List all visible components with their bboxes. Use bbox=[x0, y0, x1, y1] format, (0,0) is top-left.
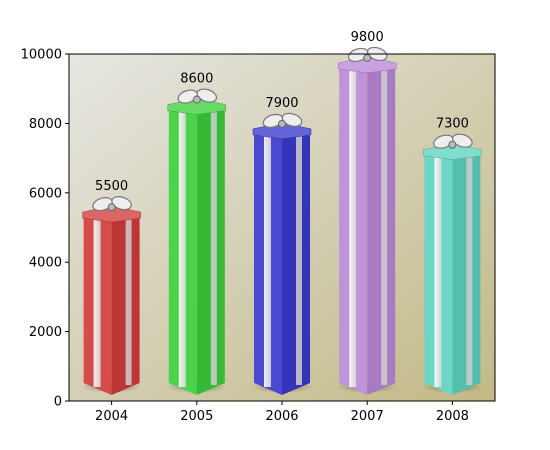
bow-loop-right bbox=[111, 196, 132, 211]
bow-loop-right bbox=[196, 88, 218, 103]
x-tick-label: 2007 bbox=[351, 409, 384, 424]
bow-knot bbox=[278, 119, 286, 128]
bar-value-label: 5500 bbox=[95, 179, 128, 194]
x-tick-label: 2006 bbox=[265, 409, 298, 424]
y-tick-label: 10000 bbox=[21, 48, 62, 63]
bar-value-label: 8600 bbox=[180, 72, 213, 87]
bar-ribbon-left bbox=[264, 133, 271, 387]
x-tick-label: 2005 bbox=[180, 409, 213, 424]
y-tick-label: 8000 bbox=[29, 117, 62, 132]
x-tick-label: 2008 bbox=[436, 409, 469, 424]
x-axis: 2004 2005 2006 2007 2008 bbox=[95, 401, 469, 424]
bar-value-label: 7900 bbox=[265, 96, 298, 111]
bar-value-label: 7300 bbox=[436, 117, 469, 132]
bow-knot bbox=[448, 140, 457, 149]
bow-knot bbox=[107, 203, 116, 212]
bar-ribbon-left bbox=[349, 67, 357, 387]
bow-loop-right bbox=[452, 133, 473, 148]
gift-bar-2008: 7300 bbox=[421, 117, 484, 395]
bow-loop-right bbox=[281, 112, 303, 127]
y-tick-label: 0 bbox=[54, 395, 62, 410]
bar-ribbon-right bbox=[125, 217, 132, 385]
bar-ribbon-right bbox=[210, 109, 217, 385]
gift-bar-2004: 5500 bbox=[80, 179, 143, 395]
gift-bar-2006: 7900 bbox=[251, 96, 313, 395]
x-tick-label: 2004 bbox=[95, 409, 128, 424]
bar-ribbon-left bbox=[434, 154, 442, 387]
y-tick-label: 2000 bbox=[29, 325, 62, 340]
y-tick-label: 4000 bbox=[29, 256, 62, 271]
gift-bar-2007: 9800 bbox=[336, 30, 399, 395]
bar-ribbon-left bbox=[93, 217, 101, 387]
bow-knot bbox=[192, 95, 201, 104]
bar-value-label: 9800 bbox=[351, 30, 384, 45]
y-axis: 0 2000 4000 6000 8000 10000 bbox=[21, 48, 69, 410]
bars-group: 5500 8600 7900 9800 7300 bbox=[80, 30, 484, 395]
bow-knot bbox=[363, 53, 372, 62]
bar-ribbon-right bbox=[381, 67, 388, 385]
bar-ribbon-left bbox=[178, 109, 186, 387]
gift-bar-2005: 8600 bbox=[166, 72, 228, 395]
y-tick-label: 6000 bbox=[29, 186, 62, 201]
bar-ribbon-right bbox=[296, 133, 302, 385]
bar-ribbon-right bbox=[466, 154, 473, 385]
